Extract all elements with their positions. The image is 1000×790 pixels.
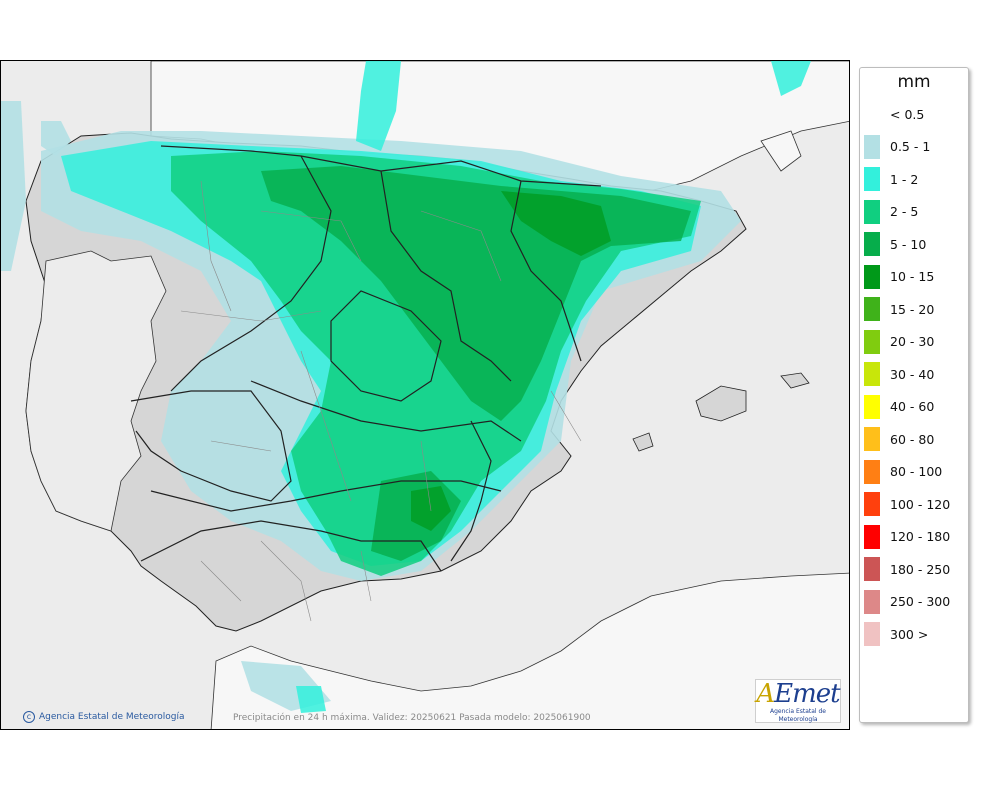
logo-subtitle: Agencia Estatal de Meteorología (769, 708, 826, 723)
legend-swatch (864, 492, 880, 517)
legend-label: 60 - 80 (890, 431, 935, 447)
legend-item: 250 - 300 (864, 586, 950, 619)
aemet-logo[interactable]: AEmet Agencia Estatal de Meteorología (755, 679, 841, 723)
legend-item: 15 - 20 (864, 293, 950, 326)
legend-swatch (864, 102, 880, 127)
legend-item: 2 - 5 (864, 196, 950, 229)
legend-list: < 0.5 0.5 - 1 1 - 2 2 - 5 5 - 10 10 - 15 15 - … (864, 98, 950, 651)
legend-label: 15 - 20 (890, 301, 935, 317)
legend-item: 180 - 250 (864, 553, 950, 586)
legend-swatch (864, 297, 880, 322)
credit-line: c Agencia Estatal de Meteorología (23, 711, 185, 723)
legend-swatch (864, 557, 880, 582)
legend-label: 30 - 40 (890, 366, 935, 382)
legend-item: < 0.5 (864, 98, 950, 131)
legend-item: 10 - 15 (864, 261, 950, 294)
legend-item: 40 - 60 (864, 391, 950, 424)
legend-label: 100 - 120 (890, 496, 951, 512)
legend-item: 5 - 10 (864, 228, 950, 261)
legend-swatch (864, 362, 880, 387)
legend-swatch (864, 167, 880, 192)
map-caption: Precipitación en 24 h máxima. Validez: 2… (233, 713, 591, 723)
province-borders (180, 180, 582, 622)
legend-unit: mm (897, 72, 931, 92)
legend-label: 20 - 30 (890, 334, 935, 350)
legend-item: 300 > (864, 618, 950, 651)
legend-swatch (864, 589, 880, 614)
legend-item: 100 - 120 (864, 488, 950, 521)
legend-label: 80 - 100 (890, 464, 943, 480)
legend-item: 120 - 180 (864, 521, 950, 554)
map-canvas (1, 61, 849, 729)
land-ibiza (632, 432, 654, 452)
legend-label: 40 - 60 (890, 399, 935, 415)
legend-swatch (864, 199, 880, 224)
region-borders (130, 145, 602, 572)
legend-swatch (864, 134, 880, 159)
legend-swatch (864, 232, 880, 257)
legend-label: 120 - 180 (890, 529, 951, 545)
legend-label: 180 - 250 (890, 561, 951, 577)
legend-label: 250 - 300 (890, 594, 951, 610)
legend-item: 80 - 100 (864, 456, 950, 489)
legend-label: 5 - 10 (890, 236, 927, 252)
legend-item: 20 - 30 (864, 326, 950, 359)
legend-label: < 0.5 (890, 106, 925, 122)
land-corsica (760, 130, 802, 172)
precipitation-map[interactable]: c Agencia Estatal de Meteorología Precip… (0, 60, 850, 730)
copyright-icon: c (23, 711, 35, 723)
legend-swatch (864, 264, 880, 289)
legend-label: 0.5 - 1 (890, 139, 931, 155)
legend-swatch (864, 524, 880, 549)
legend-label: 300 > (890, 626, 929, 642)
credit-text: Agencia Estatal de Meteorología (39, 712, 185, 722)
legend-item: 0.5 - 1 (864, 131, 950, 164)
legend-label: 2 - 5 (890, 204, 919, 220)
legend-item: 1 - 2 (864, 163, 950, 196)
legend-swatch (864, 394, 880, 419)
legend-item: 60 - 80 (864, 423, 950, 456)
legend-swatch (864, 329, 880, 354)
land-menorca (780, 372, 810, 389)
legend-swatch (864, 427, 880, 452)
land-mallorca (695, 385, 747, 422)
legend-label: 1 - 2 (890, 171, 919, 187)
land-africa (210, 572, 849, 729)
legend-swatch (864, 459, 880, 484)
land-portugal (25, 250, 167, 532)
legend-item: 30 - 40 (864, 358, 950, 391)
precipitation-legend: mm < 0.5 0.5 - 1 1 - 2 2 - 5 5 - 10 10 - 15 15… (859, 67, 969, 723)
logo-mark: AEmet (756, 679, 840, 709)
legend-swatch (864, 622, 880, 647)
legend-label: 10 - 15 (890, 269, 935, 285)
precip-overlay (1, 61, 811, 713)
